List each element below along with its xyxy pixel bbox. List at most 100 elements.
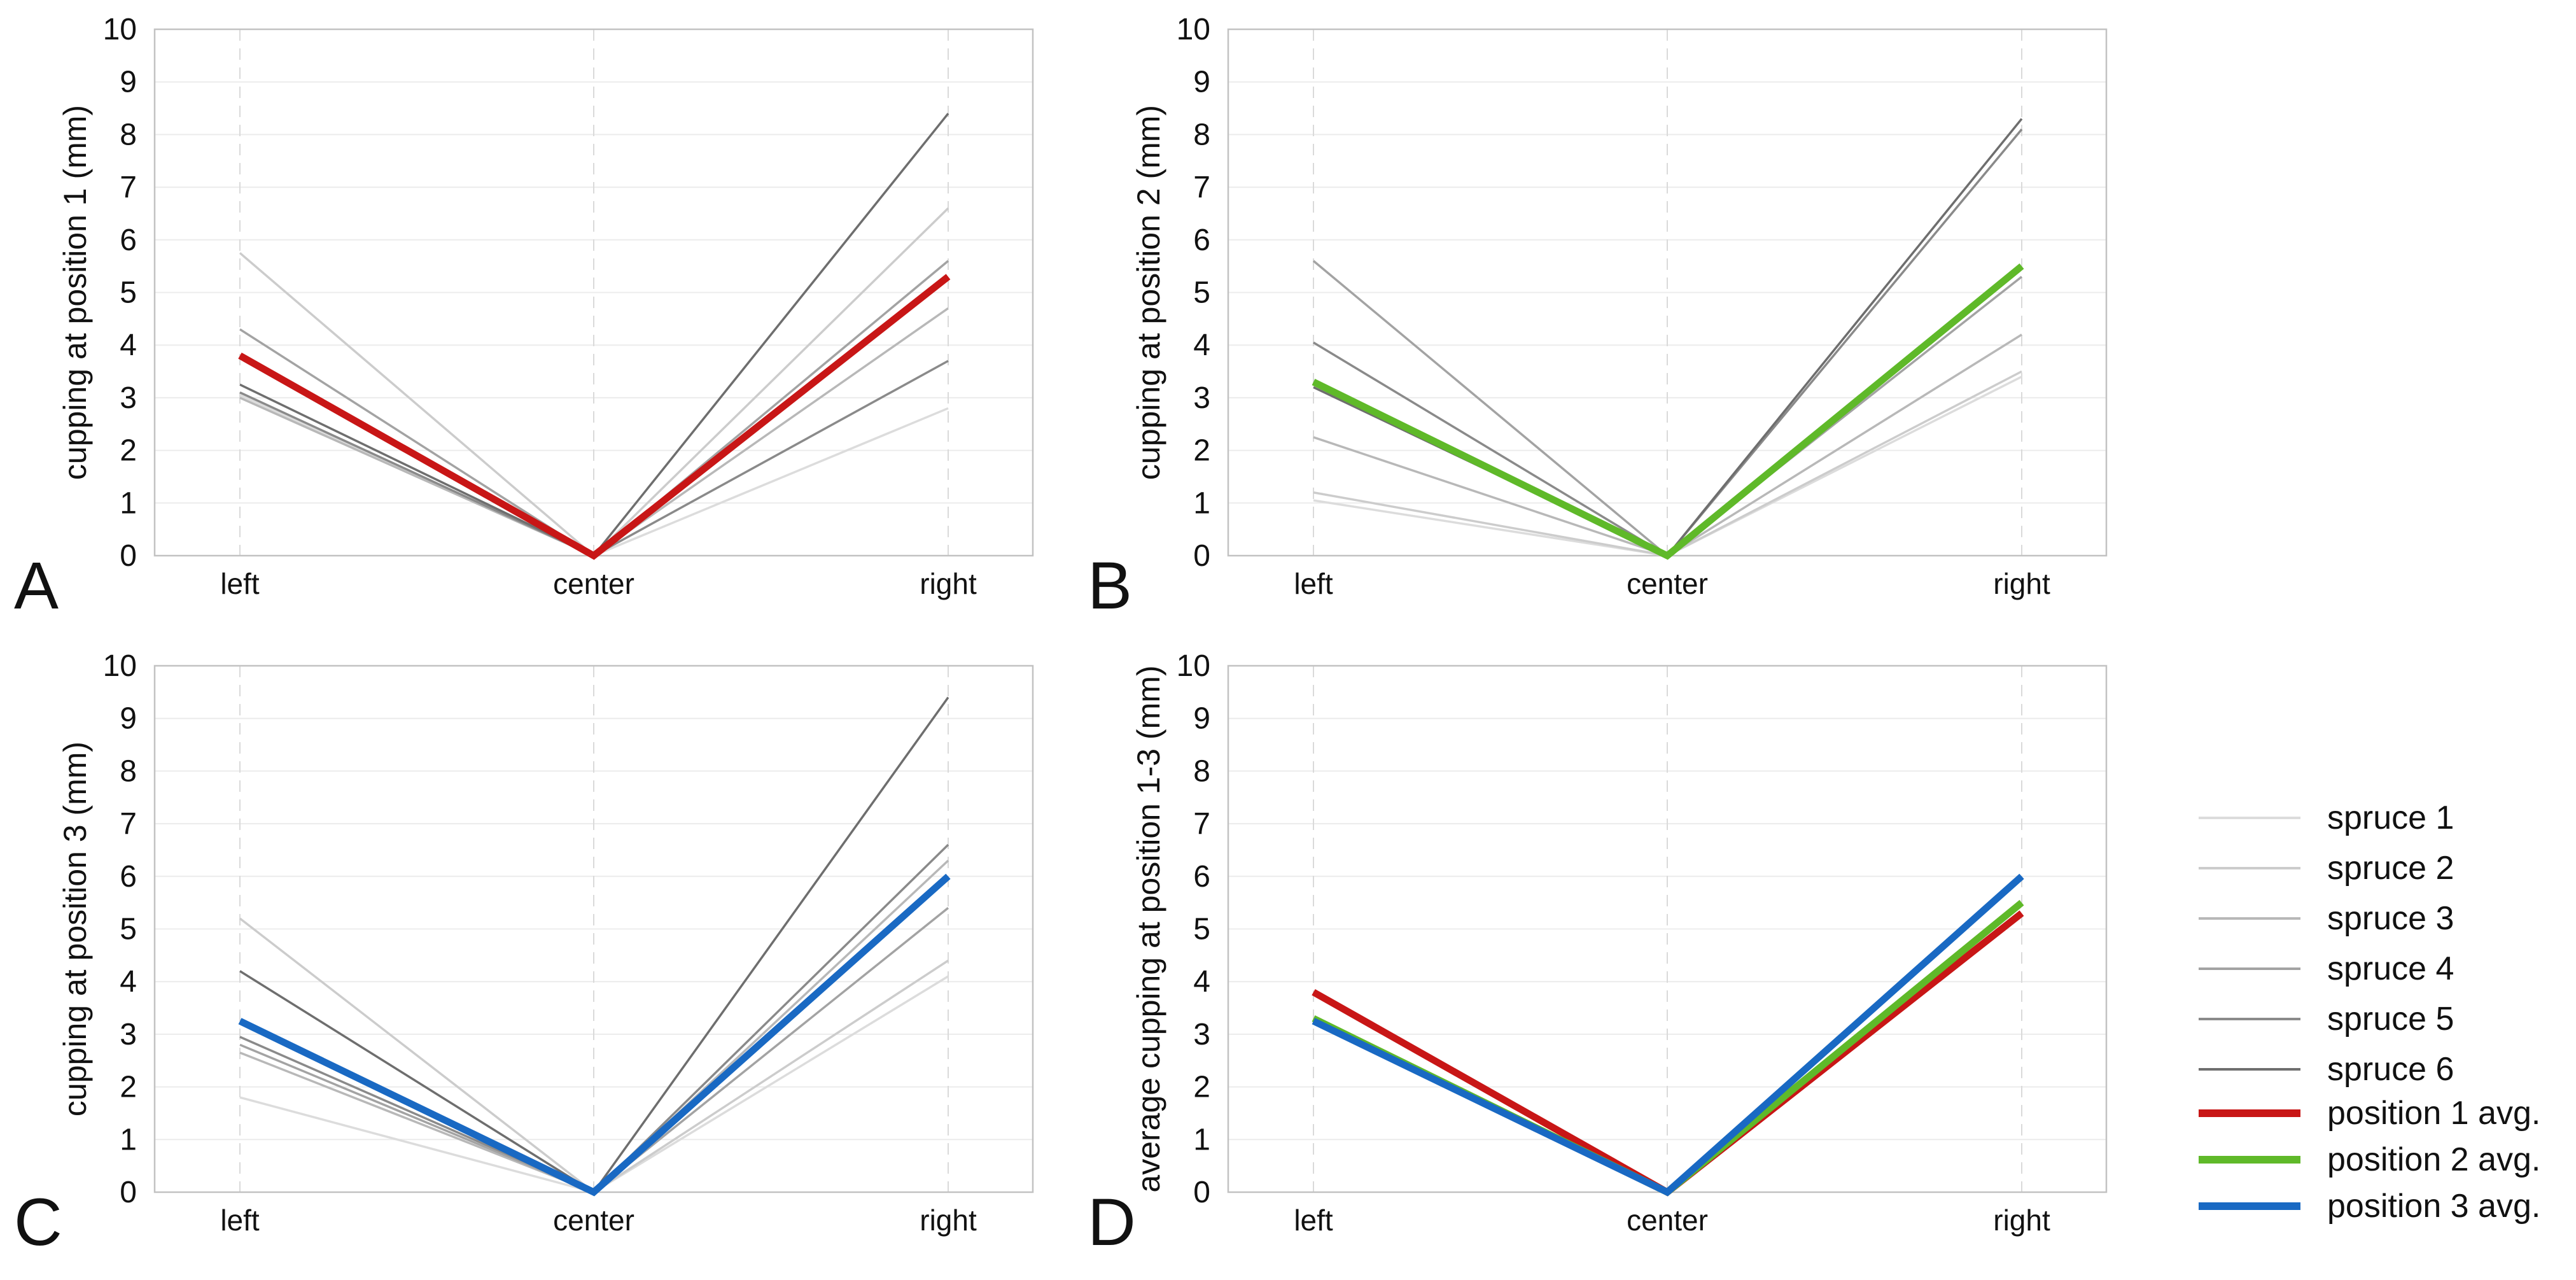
y-axis-label: cupping at position 3 (mm) [57,742,93,1116]
y-tick-label: 6 [1193,860,1210,894]
legend-item-spruce-6: spruce 6 [2183,1050,2576,1088]
legend-label-position-2-avg: position 2 avg. [2327,1141,2541,1178]
y-tick-label: 4 [1193,328,1210,362]
legend-swatch-spruce-1 [2199,817,2300,819]
series-spruce-3 [1313,334,2022,557]
y-tick-label: 5 [120,276,137,310]
series-spruce-3 [239,859,949,1194]
y-axis-label: cupping at position 1 (mm) [57,105,93,480]
y-tick-label: 1 [1193,486,1210,520]
x-tick-label: right [1993,567,2050,600]
y-tick-label: 8 [1193,118,1210,151]
legend-item-position-1-avg: position 1 avg. [2183,1094,2576,1132]
legend-label-spruce-5: spruce 5 [2327,1001,2454,1037]
y-tick-label: 10 [103,13,137,46]
legend-swatch-spruce-3 [2199,917,2300,920]
legend-swatch-spruce-2 [2199,867,2300,869]
y-tick-label: 0 [1193,539,1210,573]
plot-average: 0 1 2 3 4 5 6 7 8 9 10 left center right average cuppi… [1131,649,2108,1237]
y-tick-label: 3 [1193,381,1210,415]
y-tick-label: 2 [120,1071,137,1104]
panel-letter-c: C [14,1185,62,1260]
y-tick-label: 9 [120,66,137,99]
legend-label-spruce-3: spruce 3 [2327,900,2454,937]
y-tick-label: 9 [1193,66,1210,99]
legend-label-spruce-1: spruce 1 [2327,799,2454,836]
y-axis-label: cupping at position 2 (mm) [1131,105,1166,480]
y-tick-label: 2 [120,434,137,468]
y-tick-label: 5 [1193,913,1210,946]
legend-item-spruce-4: spruce 4 [2183,950,2576,988]
x-tick-label: right [920,567,977,600]
y-tick-label: 10 [1177,649,1210,683]
y-tick-label: 7 [120,171,137,204]
y-tick-label: 4 [120,965,137,999]
x-tick-label: right [1993,1204,2050,1237]
x-tick-label: center [553,567,634,600]
x-tick-label: center [553,1204,634,1237]
x-tick-label: center [1627,567,1708,600]
legend-swatch-position-1-avg [2199,1109,2300,1117]
plot-position-2: 0 1 2 3 4 5 6 7 8 9 10 left center right cupping at po… [1131,13,2108,600]
y-tick-label: 10 [103,649,137,683]
y-tick-label: 6 [120,860,137,894]
y-tick-label: 1 [120,486,137,520]
x-tick-label: center [1627,1204,1708,1237]
y-tick-label: 4 [120,328,137,362]
legend-item-spruce-3: spruce 3 [2183,899,2576,938]
y-tick-label: 7 [120,807,137,841]
y-tick-label: 5 [1193,276,1210,310]
y-tick-label: 4 [1193,965,1210,999]
y-tick-label: 7 [1193,807,1210,841]
legend-swatch-spruce-4 [2199,967,2300,970]
legend-item-spruce-5: spruce 5 [2183,1000,2576,1038]
legend-item-position-2-avg: position 2 avg. [2183,1141,2576,1179]
x-tick-label: right [920,1204,977,1237]
y-tick-label: 5 [120,913,137,946]
legend-swatch-spruce-5 [2199,1018,2300,1020]
legend-item-spruce-1: spruce 1 [2183,799,2576,837]
plot-position-1: 0 1 2 3 4 5 6 7 8 9 10 left center right cupping at po… [57,13,1034,600]
legend-label-spruce-2: spruce 2 [2327,850,2454,887]
x-tick-label: left [220,1204,260,1237]
y-tick-label: 8 [1193,754,1210,788]
y-axis-label: average cupping at position 1-3 (mm) [1131,665,1166,1192]
panel-letter-d: D [1088,1185,1136,1260]
panel-letter-a: A [14,549,59,623]
legend-label-position-3-avg: position 3 avg. [2327,1188,2541,1225]
legend-swatch-position-2-avg [2199,1156,2300,1164]
legend-label-spruce-4: spruce 4 [2327,950,2454,987]
y-tick-label: 8 [120,754,137,788]
y-tick-label: 3 [1193,1018,1210,1051]
y-tick-label: 1 [1193,1123,1210,1157]
y-tick-label: 3 [120,381,137,415]
panel-b: 0 1 2 3 4 5 6 7 8 9 10 left center right cupping at po… [1074,0,2149,636]
y-tick-label: 6 [120,223,137,257]
y-tick-label: 2 [1193,434,1210,468]
series-position-3-avg [238,873,951,1197]
y-tick-label: 2 [1193,1071,1210,1104]
legend-swatch-spruce-6 [2199,1068,2300,1071]
legend: spruce 1 spruce 2 spruce 3 spruce 4 spruce 5… [2183,777,2576,1273]
panel-a: 0 1 2 3 4 5 6 7 8 9 10 left center right cupping at po… [0,0,1075,636]
legend-label-position-1-avg: position 1 avg. [2327,1095,2541,1132]
legend-label-spruce-6: spruce 6 [2327,1051,2454,1088]
y-tick-label: 0 [120,539,137,573]
y-tick-label: 8 [120,118,137,151]
y-tick-label: 1 [120,1123,137,1157]
x-tick-label: left [1294,1204,1333,1237]
y-tick-label: 7 [1193,171,1210,204]
y-tick-label: 9 [1193,702,1210,736]
legend-item-position-3-avg: position 3 avg. [2183,1187,2576,1225]
series-position-2-avg [1312,263,2024,560]
y-tick-label: 3 [120,1018,137,1051]
x-tick-label: left [220,567,260,600]
y-tick-label: 10 [1177,13,1210,46]
series-position-1-avg [238,274,951,560]
plot-position-3: 0 1 2 3 4 5 6 7 8 9 10 left center right cupping at po… [57,649,1034,1237]
y-tick-label: 9 [120,702,137,736]
x-tick-label: left [1294,567,1333,600]
series-position-3-avg [1312,873,2024,1197]
panel-d: 0 1 2 3 4 5 6 7 8 9 10 left center right average cuppi… [1074,636,2149,1273]
